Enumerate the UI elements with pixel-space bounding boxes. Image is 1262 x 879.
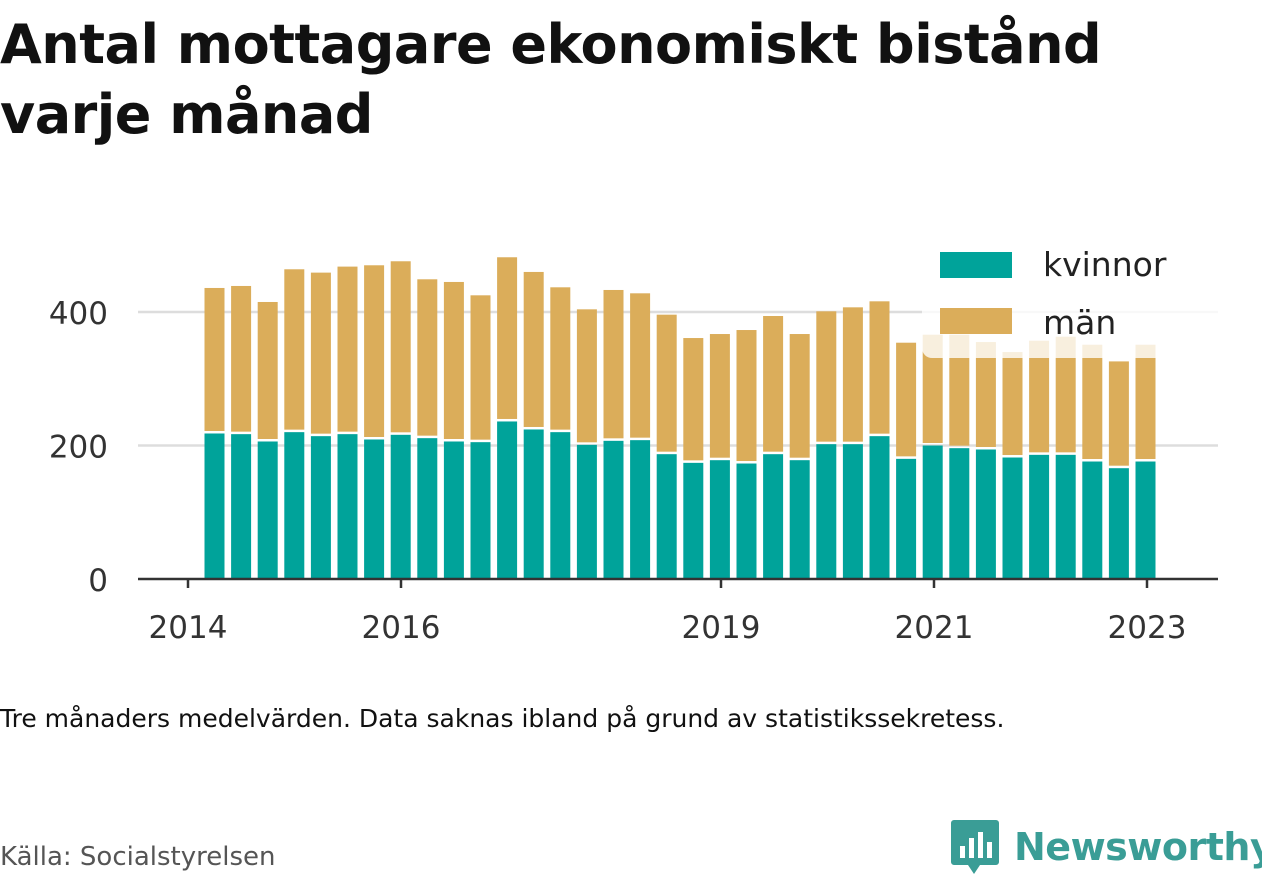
bar-kvinnor [257, 441, 278, 579]
bar-kvinnor [869, 436, 890, 579]
bar-kvinnor [949, 448, 970, 579]
bars [204, 257, 1156, 579]
bar-kvinnor [523, 429, 544, 579]
bar-man [949, 334, 970, 446]
source-credit: Källa: Socialstyrelsen [0, 842, 276, 872]
bar-kvinnor [736, 463, 757, 579]
bar-kvinnor [497, 421, 518, 579]
x-tick-label: 2016 [362, 610, 441, 646]
x-axis: 2014 2016 2019 2021 2023 [138, 577, 1218, 646]
bar-kvinnor [789, 460, 810, 579]
bar-kvinnor [337, 434, 358, 579]
bar-man [975, 342, 996, 448]
bar-man [603, 289, 624, 439]
bar-man [763, 316, 784, 452]
bar-kvinnor [683, 462, 704, 579]
bar-man [922, 334, 943, 443]
legend-label-man: män [1043, 303, 1116, 342]
bar-man [364, 265, 385, 437]
bar-kvinnor [630, 440, 651, 579]
bar-kvinnor [1029, 454, 1050, 579]
bar-man [896, 342, 917, 457]
bar-man [497, 257, 518, 419]
x-tick-label: 2014 [149, 610, 228, 646]
legend-swatch-kvinnor [940, 252, 1012, 278]
bar-kvinnor [204, 433, 225, 579]
bar-kvinnor [550, 432, 571, 579]
bar-man [842, 307, 863, 442]
bar-man [523, 271, 544, 427]
bar-kvinnor [922, 445, 943, 579]
y-tick-label: 400 [49, 296, 108, 332]
bar-kvinnor [1108, 468, 1129, 579]
bar-man [576, 309, 597, 443]
bar-man [1055, 336, 1076, 453]
bar-kvinnor [443, 441, 464, 579]
bar-man [816, 311, 837, 442]
bar-kvinnor [1135, 461, 1156, 579]
bar-kvinnor [763, 454, 784, 579]
y-tick-label: 200 [49, 430, 108, 466]
bar-man [630, 293, 651, 438]
bar-man [736, 330, 757, 462]
bar-man [869, 301, 890, 434]
newsworthy-logo-text: Newsworthy [1014, 825, 1262, 869]
newsworthy-logo-icon [951, 820, 999, 874]
bar-kvinnor [842, 444, 863, 579]
bar-kvinnor [576, 444, 597, 579]
bar-kvinnor [656, 454, 677, 579]
chart-note: Tre månaders medelvärden. Data saknas ib… [0, 704, 1005, 733]
legend: kvinnor män [922, 230, 1222, 358]
bar-kvinnor [364, 439, 385, 579]
chart-title: Antal mottagare ekonomiskt bistånd varje… [0, 13, 1102, 146]
bar-kvinnor [231, 434, 252, 579]
bar-kvinnor [284, 432, 305, 579]
y-tick-label: 0 [88, 563, 108, 599]
y-axis: 0 200 400 [49, 296, 108, 599]
bar-man [1002, 352, 1023, 456]
bar-man [1135, 344, 1156, 460]
bar-man [656, 314, 677, 452]
bar-kvinnor [470, 442, 491, 579]
bar-kvinnor [975, 449, 996, 579]
bar-man [231, 285, 252, 432]
bar-man [310, 272, 331, 434]
bar-man [1029, 340, 1050, 453]
bar-kvinnor [896, 458, 917, 579]
legend-swatch-man [940, 308, 1012, 334]
x-tick-label: 2023 [1108, 610, 1187, 646]
x-tick-label: 2021 [895, 610, 974, 646]
bar-kvinnor [709, 460, 730, 579]
bar-kvinnor [1002, 457, 1023, 579]
bar-man [204, 287, 225, 431]
bar-man [1082, 344, 1103, 460]
bar-man [284, 269, 305, 430]
bar-kvinnor [1082, 461, 1103, 579]
bar-man [470, 295, 491, 440]
bar-kvinnor [390, 434, 411, 579]
bar-man [683, 338, 704, 461]
bar-kvinnor [1055, 454, 1076, 579]
bar-man [390, 261, 411, 433]
legend-label-kvinnor: kvinnor [1043, 245, 1167, 284]
bar-man [550, 287, 571, 430]
bar-man [1108, 361, 1129, 466]
bar-man [257, 301, 278, 439]
x-tick-label: 2019 [682, 610, 761, 646]
bar-kvinnor [603, 440, 624, 579]
bar-man [417, 279, 438, 436]
newsworthy-logo: Newsworthy [950, 818, 1262, 876]
bar-kvinnor [310, 436, 331, 579]
bar-man [337, 266, 358, 432]
bar-man [709, 334, 730, 458]
chart: kvinnor män 0 200 400 2014 2016 2019 2021 2023 [48, 230, 1222, 646]
bar-kvinnor [417, 438, 438, 579]
bar-kvinnor [816, 444, 837, 579]
bar-man [789, 334, 810, 458]
bar-man [443, 281, 464, 439]
